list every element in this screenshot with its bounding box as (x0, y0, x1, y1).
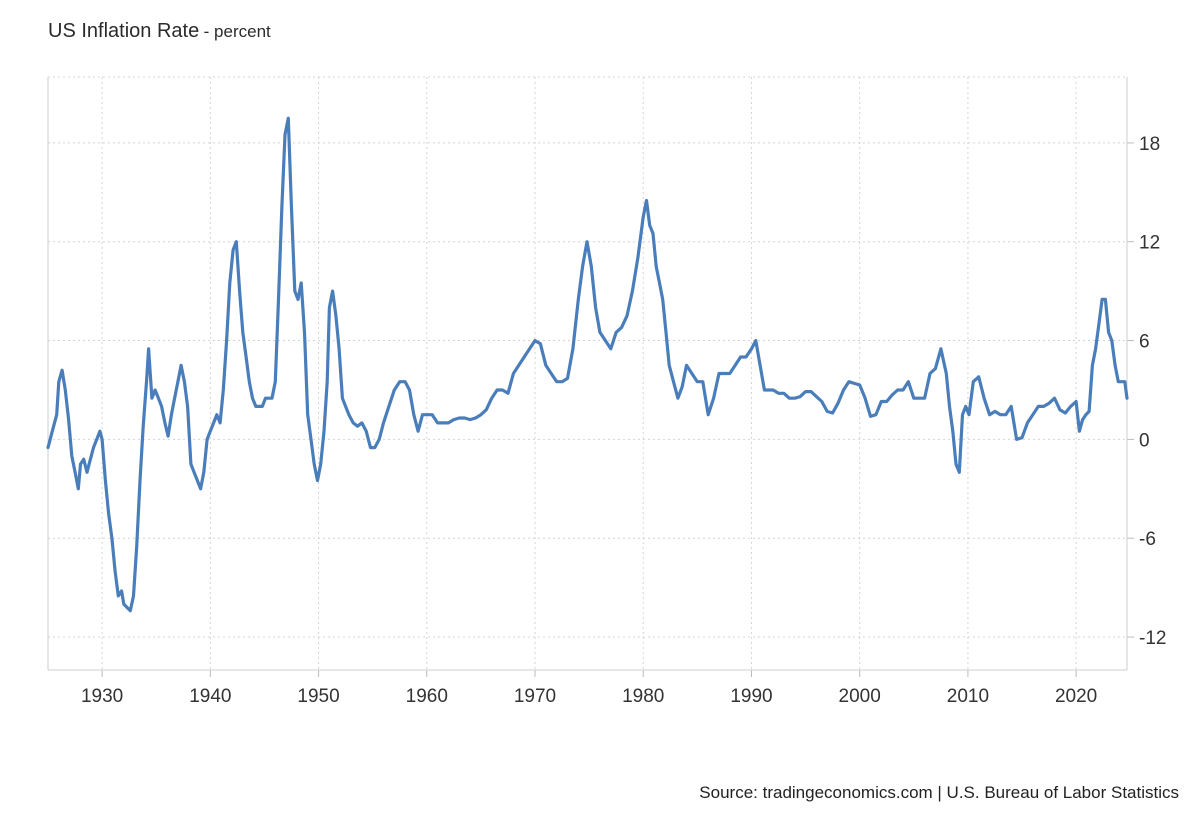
tick-labels: 18 12 6 0 -6 -12 1930 1940 1950 1960 1970 1980 1990 2… (81, 134, 1166, 707)
y-tick-label: 0 (1139, 430, 1150, 451)
chart-title: US Inflation Rate (48, 20, 200, 42)
x-tick-label: 2010 (947, 686, 989, 707)
x-tick-label: 1980 (622, 686, 664, 707)
y-tick-label: 18 (1139, 134, 1160, 155)
x-tick-label: 1970 (514, 686, 556, 707)
y-tick-label: 12 (1139, 233, 1160, 254)
x-tick-label: 1990 (730, 686, 772, 707)
source-note: Source: tradingeconomics.com | U.S. Bure… (699, 783, 1179, 802)
chart-title-wrap: US Inflation Rate - percent (48, 20, 271, 43)
grid-lines (48, 76, 1127, 670)
y-tick-label: -6 (1139, 529, 1156, 550)
series-line (46, 116, 1129, 613)
axes (47, 77, 1134, 677)
y-tick-label: -12 (1139, 628, 1166, 649)
x-tick-label: 1950 (297, 686, 339, 707)
series-group (46, 116, 1129, 613)
chart-subtitle: - percent (203, 22, 271, 41)
x-tick-label: 1940 (189, 686, 231, 707)
x-tick-label: 2020 (1055, 686, 1097, 707)
y-tick-label: 6 (1139, 332, 1150, 353)
x-tick-label: 1960 (406, 686, 448, 707)
x-tick-label: 1930 (81, 686, 123, 707)
x-tick-label: 2000 (839, 686, 881, 707)
